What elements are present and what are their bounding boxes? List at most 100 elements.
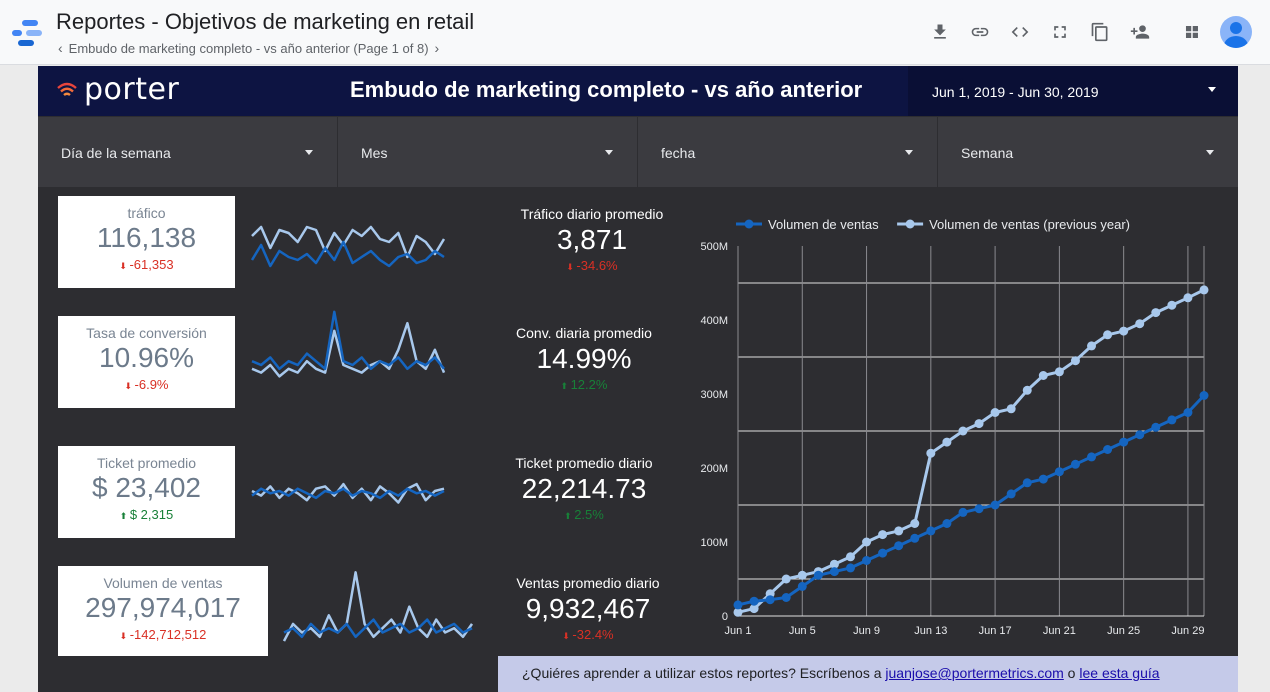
sparkline-volumen[interactable] xyxy=(282,566,474,656)
data-point[interactable] xyxy=(1054,367,1064,377)
data-point[interactable] xyxy=(894,541,904,551)
data-point[interactable] xyxy=(1167,415,1177,425)
legend-item-1[interactable]: Volumen de ventas (previous year) xyxy=(897,217,1130,232)
data-point[interactable] xyxy=(1151,308,1161,318)
link-icon[interactable] xyxy=(960,16,1000,48)
data-point[interactable] xyxy=(942,519,952,528)
data-point[interactable] xyxy=(1070,356,1080,366)
sparkline-ticket[interactable] xyxy=(250,466,446,516)
next-page-chevron-icon[interactable]: › xyxy=(434,40,440,56)
account-avatar[interactable] xyxy=(1220,16,1252,48)
data-point[interactable] xyxy=(1119,326,1129,336)
data-point[interactable] xyxy=(749,596,759,606)
data-point[interactable] xyxy=(1087,341,1097,351)
date-range-picker[interactable]: Jun 1, 2019 - Jun 30, 2019 xyxy=(908,66,1238,116)
copy-icon[interactable] xyxy=(1080,16,1120,48)
sparkline-current-series xyxy=(283,618,473,639)
data-point[interactable] xyxy=(862,537,872,547)
data-point[interactable] xyxy=(829,567,839,577)
data-point[interactable] xyxy=(733,600,743,610)
data-point[interactable] xyxy=(942,437,952,447)
data-point[interactable] xyxy=(1199,285,1209,295)
data-point[interactable] xyxy=(813,570,823,580)
data-point[interactable] xyxy=(926,526,936,536)
data-point[interactable] xyxy=(926,448,936,458)
kpi-card-conversion[interactable]: Tasa de conversión 10.96% -6.9% xyxy=(58,316,235,408)
data-point[interactable] xyxy=(1038,474,1048,484)
share-person-icon[interactable] xyxy=(1120,16,1160,48)
filter-dia-semana[interactable]: Día de la semana xyxy=(38,117,337,187)
data-point[interactable] xyxy=(894,526,904,536)
x-tick-label: Jun 17 xyxy=(979,625,1012,637)
data-point[interactable] xyxy=(1183,408,1193,417)
kpi-card-volumen[interactable]: Volumen de ventas 297,974,017 -142,712,5… xyxy=(58,566,268,656)
kpi-card-ticket[interactable]: Ticket promedio $ 23,402 $ 2,315 xyxy=(58,446,235,538)
data-studio-logo-icon[interactable] xyxy=(12,18,42,48)
data-point[interactable] xyxy=(1038,371,1048,380)
sparkline-previous-series xyxy=(282,571,474,642)
legend-item-0[interactable]: Volumen de ventas xyxy=(736,217,879,232)
avg-delta: -32.4% xyxy=(498,627,678,642)
data-point[interactable] xyxy=(765,595,775,605)
report-heading: Embudo de marketing completo - vs año an… xyxy=(350,77,863,102)
data-point[interactable] xyxy=(958,507,968,517)
download-icon[interactable] xyxy=(920,16,960,48)
data-point[interactable] xyxy=(1087,452,1097,462)
data-point[interactable] xyxy=(1006,489,1016,499)
data-point[interactable] xyxy=(797,570,807,580)
filter-semana[interactable]: Semana xyxy=(938,117,1238,187)
series-line xyxy=(737,288,1205,614)
data-point[interactable] xyxy=(797,581,807,591)
data-point[interactable] xyxy=(1022,385,1032,395)
data-point[interactable] xyxy=(1135,430,1145,440)
filter-fecha[interactable]: fecha xyxy=(638,117,937,187)
data-point[interactable] xyxy=(910,533,920,543)
data-point[interactable] xyxy=(990,500,1000,510)
data-point[interactable] xyxy=(845,563,855,573)
guide-link[interactable]: lee esta guía xyxy=(1079,665,1160,681)
data-point[interactable] xyxy=(1151,422,1161,432)
data-point[interactable] xyxy=(1183,293,1193,303)
data-point[interactable] xyxy=(878,530,888,540)
data-point[interactable] xyxy=(910,519,920,528)
data-point[interactable] xyxy=(1022,478,1032,488)
kpi-card-trafico[interactable]: tráfico 116,138 -61,353 xyxy=(58,196,235,288)
chevron-down-icon xyxy=(905,150,913,155)
apps-grid-icon[interactable] xyxy=(1172,16,1212,48)
page-name[interactable]: Embudo de marketing completo - vs año an… xyxy=(68,40,429,56)
data-point[interactable] xyxy=(1135,319,1145,329)
sparkline-conversion[interactable] xyxy=(250,306,446,386)
data-point[interactable] xyxy=(878,548,888,558)
data-point[interactable] xyxy=(1070,459,1080,469)
report-title[interactable]: Reportes - Objetivos de marketing en ret… xyxy=(56,9,475,34)
data-point[interactable] xyxy=(733,607,743,617)
kpi-delta: -6.9% xyxy=(58,377,235,392)
y-tick-label: 0 xyxy=(722,611,728,623)
fullscreen-icon[interactable] xyxy=(1040,16,1080,48)
data-point[interactable] xyxy=(1199,390,1209,400)
data-point[interactable] xyxy=(749,604,759,614)
data-point[interactable] xyxy=(974,419,984,429)
data-point[interactable] xyxy=(1006,404,1016,414)
data-point[interactable] xyxy=(1103,330,1113,340)
kpi-value: 297,974,017 xyxy=(85,592,241,623)
data-point[interactable] xyxy=(1103,445,1113,454)
data-point[interactable] xyxy=(862,556,872,565)
data-point[interactable] xyxy=(974,504,984,514)
data-point[interactable] xyxy=(958,426,968,436)
data-point[interactable] xyxy=(781,574,791,584)
sparkline-trafico[interactable] xyxy=(250,216,446,280)
sales-volume-line-chart[interactable]: Volumen de ventas Volumen de ventas (prev… xyxy=(690,206,1220,646)
filter-mes[interactable]: Mes xyxy=(338,117,637,187)
embed-code-icon[interactable] xyxy=(1000,16,1040,48)
data-point[interactable] xyxy=(1119,437,1129,447)
data-point[interactable] xyxy=(845,552,855,562)
prev-page-chevron-icon[interactable]: ‹ xyxy=(58,40,63,56)
data-point[interactable] xyxy=(1054,467,1064,477)
data-point[interactable] xyxy=(781,593,791,602)
data-point[interactable] xyxy=(829,559,839,569)
data-point[interactable] xyxy=(1167,300,1177,310)
data-point[interactable] xyxy=(990,408,1000,417)
email-link[interactable]: juanjose@portermetrics.com xyxy=(885,665,1064,681)
chevron-down-icon xyxy=(1208,87,1216,92)
